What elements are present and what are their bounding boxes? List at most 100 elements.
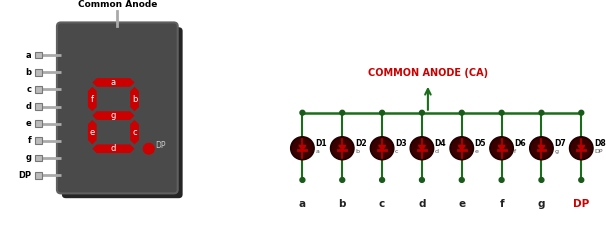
Text: c: c (132, 128, 137, 137)
Circle shape (450, 137, 473, 160)
Text: a: a (315, 149, 319, 154)
Circle shape (539, 110, 544, 115)
Text: DP: DP (156, 141, 166, 150)
Text: c: c (379, 199, 385, 209)
Circle shape (492, 139, 511, 158)
Circle shape (370, 137, 394, 160)
Circle shape (459, 178, 464, 182)
Text: e: e (25, 119, 32, 128)
Circle shape (372, 139, 392, 158)
Text: b: b (25, 68, 32, 77)
Text: d: d (418, 199, 425, 209)
Text: COMMON ANODE (CA): COMMON ANODE (CA) (368, 68, 488, 78)
Circle shape (340, 178, 345, 182)
Polygon shape (92, 144, 135, 153)
Polygon shape (88, 87, 97, 111)
Circle shape (539, 178, 544, 182)
FancyBboxPatch shape (35, 69, 42, 76)
Text: c: c (395, 149, 398, 154)
Circle shape (531, 139, 551, 158)
Circle shape (570, 137, 593, 160)
Text: b: b (339, 199, 346, 209)
Text: a: a (26, 51, 32, 60)
Circle shape (419, 110, 424, 115)
Text: d: d (435, 149, 439, 154)
Circle shape (300, 178, 305, 182)
Text: f: f (28, 136, 32, 145)
Circle shape (291, 137, 314, 160)
Circle shape (293, 139, 312, 158)
Text: e: e (90, 128, 95, 137)
Text: b: b (355, 149, 359, 154)
Text: D4: D4 (435, 139, 447, 148)
Text: f: f (91, 94, 94, 104)
Circle shape (379, 178, 385, 182)
Text: g: g (538, 199, 545, 209)
Circle shape (579, 178, 584, 182)
Circle shape (499, 178, 504, 182)
Polygon shape (498, 145, 505, 150)
Circle shape (410, 137, 434, 160)
Text: D8: D8 (594, 139, 606, 148)
Text: D7: D7 (554, 139, 566, 148)
Text: f: f (514, 149, 516, 154)
Text: a: a (111, 78, 116, 87)
Circle shape (144, 143, 154, 154)
Polygon shape (379, 145, 385, 150)
Polygon shape (578, 145, 585, 150)
Polygon shape (88, 120, 97, 144)
Polygon shape (130, 87, 139, 111)
Text: d: d (25, 102, 32, 111)
Circle shape (419, 178, 424, 182)
Text: D5: D5 (474, 139, 486, 148)
FancyBboxPatch shape (35, 138, 42, 144)
Text: e: e (458, 199, 465, 209)
FancyBboxPatch shape (35, 52, 42, 59)
Polygon shape (299, 145, 306, 150)
Text: g: g (554, 149, 558, 154)
Polygon shape (339, 145, 345, 150)
Circle shape (333, 139, 352, 158)
FancyBboxPatch shape (57, 22, 178, 193)
Text: b: b (132, 94, 137, 104)
Circle shape (530, 137, 553, 160)
Text: DP: DP (573, 199, 590, 209)
Text: Common Anode: Common Anode (78, 0, 157, 9)
Circle shape (340, 110, 345, 115)
Circle shape (571, 139, 591, 158)
Circle shape (452, 139, 471, 158)
Circle shape (459, 110, 464, 115)
Text: D6: D6 (514, 139, 526, 148)
FancyBboxPatch shape (35, 155, 42, 161)
Text: d: d (111, 144, 116, 153)
Polygon shape (92, 78, 135, 87)
Polygon shape (538, 145, 545, 150)
FancyBboxPatch shape (35, 120, 42, 127)
Text: e: e (474, 149, 478, 154)
Circle shape (490, 137, 513, 160)
Circle shape (579, 110, 584, 115)
Polygon shape (130, 120, 139, 144)
Polygon shape (419, 145, 425, 150)
Circle shape (300, 110, 305, 115)
Polygon shape (92, 111, 135, 120)
Circle shape (412, 139, 431, 158)
Text: g: g (25, 153, 32, 163)
Polygon shape (458, 145, 465, 150)
FancyBboxPatch shape (35, 86, 42, 93)
Text: c: c (27, 85, 32, 94)
Text: D3: D3 (395, 139, 407, 148)
FancyBboxPatch shape (62, 27, 182, 198)
Circle shape (379, 110, 385, 115)
FancyBboxPatch shape (35, 103, 42, 110)
Text: g: g (111, 111, 116, 120)
Text: f: f (499, 199, 504, 209)
Circle shape (499, 110, 504, 115)
FancyBboxPatch shape (35, 172, 42, 178)
Circle shape (330, 137, 354, 160)
Text: D1: D1 (315, 139, 327, 148)
Text: DP: DP (18, 171, 32, 180)
Text: a: a (299, 199, 306, 209)
Text: DP: DP (594, 149, 602, 154)
Text: D2: D2 (355, 139, 367, 148)
